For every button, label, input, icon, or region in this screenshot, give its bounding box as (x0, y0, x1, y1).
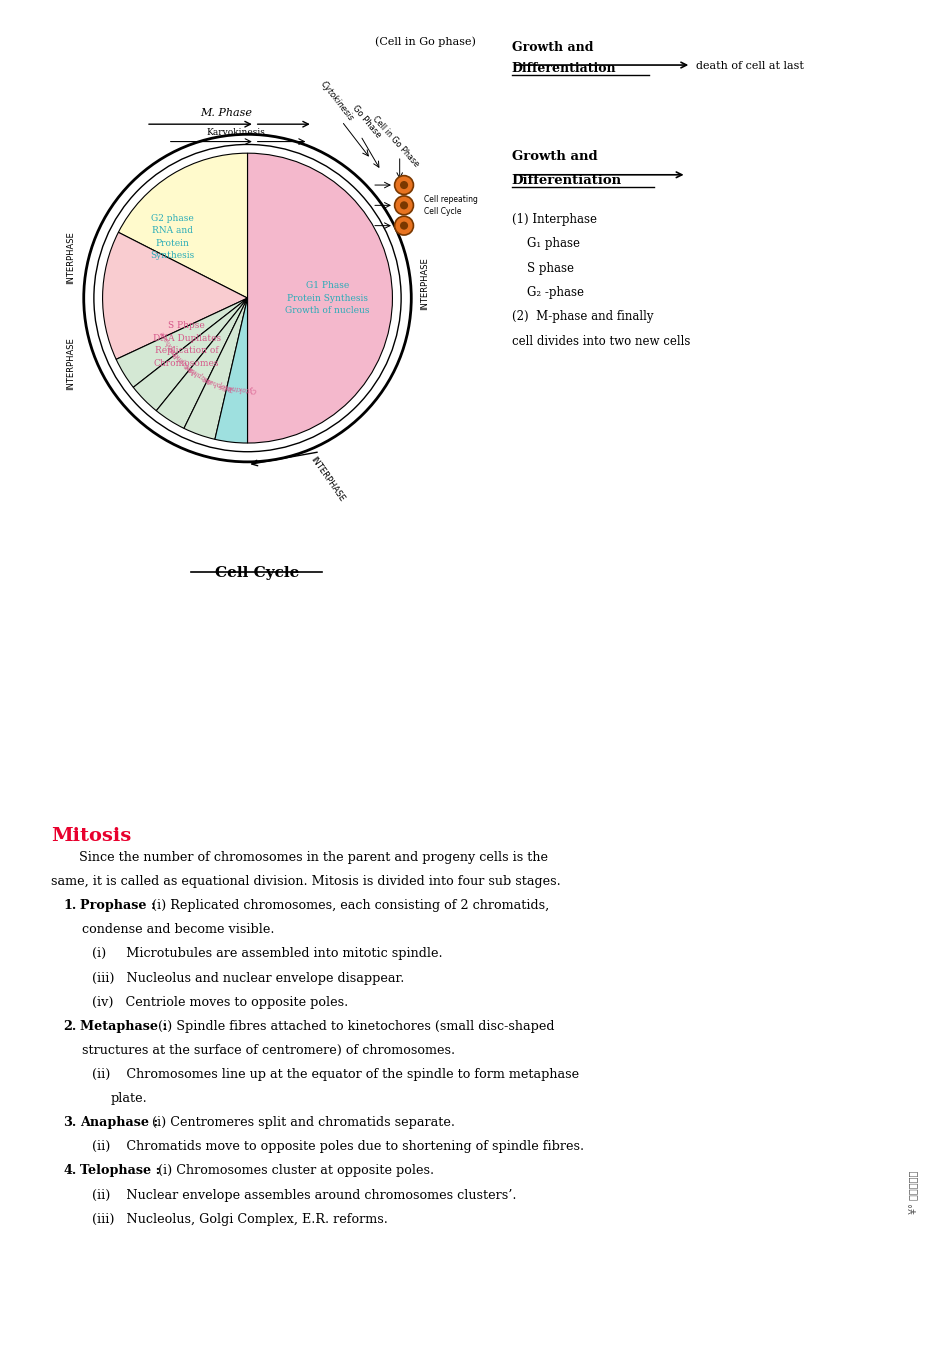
Text: cell divides into two new cells: cell divides into two new cells (512, 335, 690, 348)
Text: (ii)    Chromosomes line up at the equator of the spindle to form metaphase: (ii) Chromosomes line up at the equator … (92, 1068, 579, 1081)
Text: Go Phase: Go Phase (350, 103, 383, 140)
Text: (iii)   Nucleolus and nuclear envelope disappear.: (iii) Nucleolus and nuclear envelope dis… (92, 972, 403, 985)
Wedge shape (248, 153, 392, 443)
Wedge shape (156, 298, 248, 428)
Circle shape (400, 222, 408, 230)
Text: INTERPHASE: INTERPHASE (419, 257, 429, 310)
Circle shape (395, 176, 414, 195)
Circle shape (395, 217, 414, 234)
Text: (i) Chromosomes cluster at opposite poles.: (i) Chromosomes cluster at opposite pole… (154, 1164, 434, 1177)
Text: INTERPHASE: INTERPHASE (308, 455, 346, 504)
Circle shape (400, 182, 408, 190)
Text: Differentiation: Differentiation (512, 173, 622, 187)
Text: (1) Interphase: (1) Interphase (512, 213, 597, 226)
Text: G2 phase
RNA and
Protein
Synthesis: G2 phase RNA and Protein Synthesis (150, 214, 194, 260)
Text: Anaphase :: Anaphase : (80, 1117, 159, 1129)
Text: ¥° সীরিজ: ¥° সীরিজ (909, 1171, 918, 1214)
Text: Cell repeating
Cell Cycle: Cell repeating Cell Cycle (424, 195, 478, 215)
Circle shape (395, 196, 414, 214)
Wedge shape (103, 232, 248, 359)
Wedge shape (215, 298, 248, 443)
Text: Cytokinesis: Cytokinesis (218, 381, 257, 393)
Text: Mitosis: Mitosis (51, 827, 132, 844)
Text: (Cell in Go phase): (Cell in Go phase) (375, 37, 475, 47)
Text: Differentiation: Differentiation (512, 61, 616, 75)
Text: Growth and: Growth and (512, 149, 598, 163)
Text: Cell Cycle: Cell Cycle (215, 566, 299, 580)
Text: Cell in Go Phase: Cell in Go Phase (370, 114, 420, 169)
Text: same, it is called as equational division. Mitosis is divided into four sub stag: same, it is called as equational divisio… (51, 875, 561, 888)
Text: Since the number of chromosomes in the parent and progeny cells is the: Since the number of chromosomes in the p… (79, 851, 548, 864)
Text: M. Phase: M. Phase (200, 107, 252, 118)
Text: INTERPHASE: INTERPHASE (66, 232, 76, 285)
Text: G₁ phase: G₁ phase (512, 237, 580, 251)
Text: Telophase: Telophase (200, 374, 234, 392)
Text: Prophase: Prophase (160, 329, 182, 360)
Text: (i) Spindle fibres attached to kinetochores (small disc-shaped: (i) Spindle fibres attached to kinetocho… (154, 1020, 555, 1033)
Text: Metaphase :: Metaphase : (80, 1020, 167, 1033)
Text: Anaphase: Anaphase (183, 362, 215, 386)
Text: Karyokinesis: Karyokinesis (206, 129, 265, 137)
Text: Prophase :: Prophase : (80, 900, 156, 912)
Text: 4.: 4. (64, 1164, 77, 1177)
Text: Cytokinesis: Cytokinesis (319, 80, 356, 123)
Circle shape (400, 202, 408, 210)
Wedge shape (119, 153, 248, 298)
Text: 3.: 3. (64, 1117, 77, 1129)
Text: (2)  M-phase and finally: (2) M-phase and finally (512, 310, 653, 324)
Text: G₂ -phase: G₂ -phase (512, 286, 584, 299)
Text: INTERPHASE: INTERPHASE (66, 337, 76, 390)
Text: 2.: 2. (64, 1020, 77, 1033)
Text: condense and become visible.: condense and become visible. (82, 923, 275, 936)
Text: (i) Centromeres split and chromatids separate.: (i) Centromeres split and chromatids sep… (148, 1117, 455, 1129)
Text: G1 Phase
Protein Synthesis
Growth of nucleus: G1 Phase Protein Synthesis Growth of nuc… (285, 280, 370, 316)
Text: structures at the surface of centromere) of chromosomes.: structures at the surface of centromere)… (82, 1043, 455, 1057)
Text: death of cell at last: death of cell at last (696, 61, 803, 72)
Text: 1.: 1. (64, 900, 77, 912)
Text: (ii)    Chromatids move to opposite poles due to shortening of spindle fibres.: (ii) Chromatids move to opposite poles d… (92, 1141, 584, 1153)
Text: S Phpse
DNA Dupliates
Replication of
Chromosomes: S Phpse DNA Dupliates Replication of Chr… (152, 321, 220, 367)
Text: (ii)    Nuclear envelope assembles around chromosomes clusters’.: (ii) Nuclear envelope assembles around c… (92, 1188, 516, 1202)
Text: (i)     Microtubules are assembled into mitotic spindle.: (i) Microtubules are assembled into mito… (92, 947, 442, 961)
Text: (i) Replicated chromosomes, each consisting of 2 chromatids,: (i) Replicated chromosomes, each consist… (148, 900, 549, 912)
Text: (iv)   Centriole moves to opposite poles.: (iv) Centriole moves to opposite poles. (92, 996, 347, 1008)
Wedge shape (116, 298, 248, 388)
Text: Growth and: Growth and (512, 41, 593, 54)
Wedge shape (134, 298, 248, 411)
Text: (iii)   Nucleolus, Golgi Complex, E.R. reforms.: (iii) Nucleolus, Golgi Complex, E.R. ref… (92, 1213, 388, 1226)
Wedge shape (184, 298, 248, 439)
Text: Metaphase: Metaphase (167, 346, 199, 377)
Text: S phase: S phase (512, 262, 573, 275)
Text: plate.: plate. (110, 1092, 147, 1106)
Text: Telophase :: Telophase : (80, 1164, 161, 1177)
